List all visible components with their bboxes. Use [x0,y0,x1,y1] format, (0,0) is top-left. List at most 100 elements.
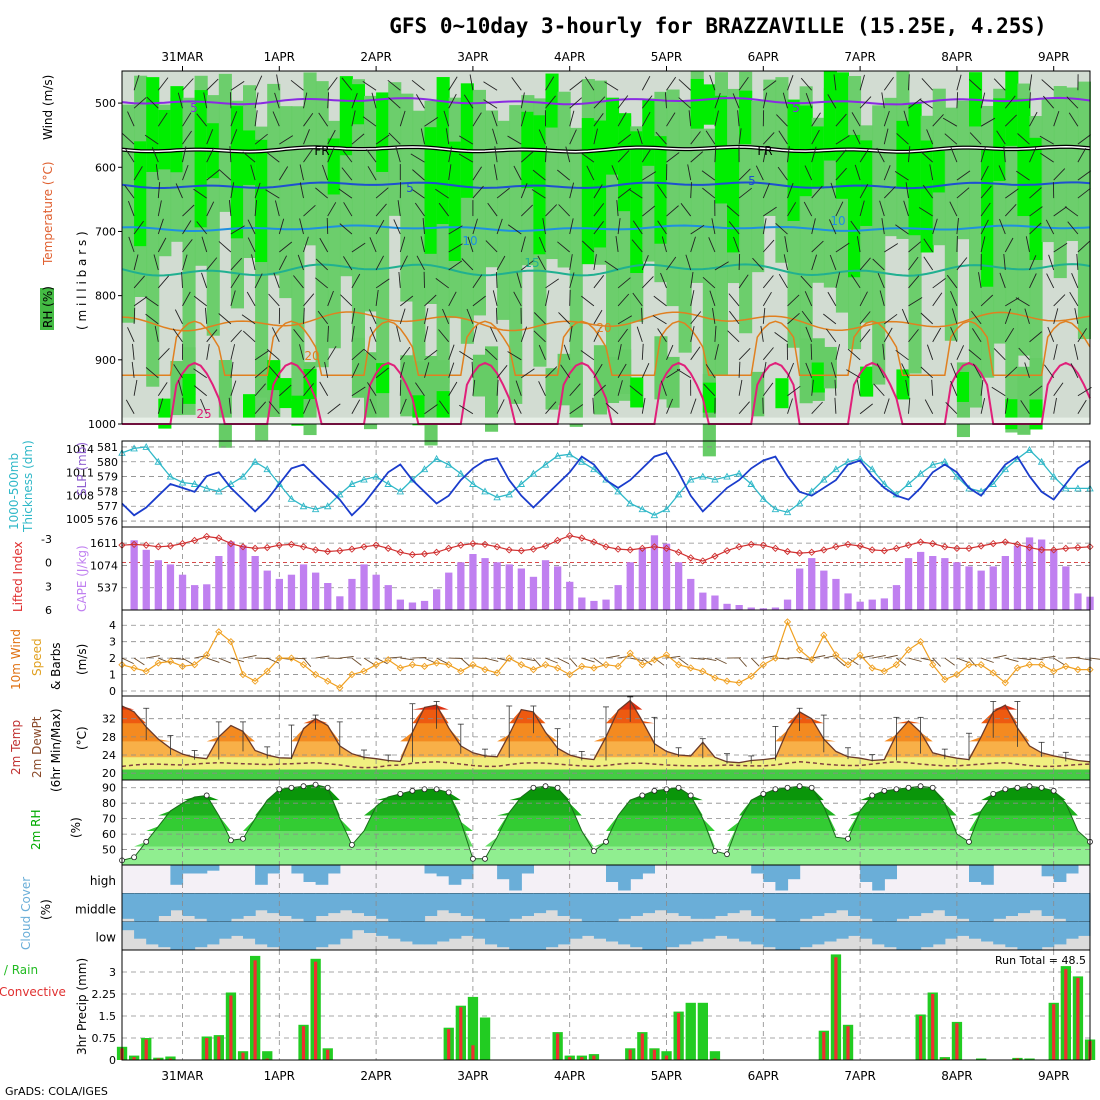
wind-barb [829,254,837,271]
rh-bright-patch [424,127,438,254]
wind-barb [999,218,1006,235]
wind-barb [1015,297,1030,307]
wind-barb [127,327,135,343]
wind-barb [1004,327,1015,343]
cape-bar [312,572,320,610]
wind-barb [738,187,752,199]
wind-barb [513,165,522,181]
cape-bar [759,608,767,610]
cloud-cell-low [376,921,389,936]
cloud-cell-low [158,921,171,948]
cloud-cell-low [618,921,631,945]
wind10-barb [303,657,312,667]
li-tick-label: 6 [45,604,52,617]
wind10-marker [674,661,683,669]
cloud-cell-middle [327,893,341,914]
cloud-level-high: high [90,874,116,888]
wind-barb [218,241,232,253]
wind-barb [701,170,716,181]
cape-bar [493,562,501,610]
cloud-cell-middle [969,893,982,922]
li-marker [553,536,562,545]
wind-barb [980,146,986,163]
wind-barb [1071,273,1079,289]
cloud-cell-middle [376,893,389,919]
wind10-marker [783,618,792,626]
wind-barb [593,275,605,289]
rh-bright-patch [630,131,644,274]
wind-barb [400,295,414,307]
wind-barb [178,380,183,396]
date-label-top: 5APR [651,50,682,64]
precip-conv-bar [834,957,838,1060]
wind-barb [1039,135,1054,145]
wind-barb [157,347,170,361]
wind-barb [956,235,958,253]
li-line [121,535,1091,562]
wind-barb [811,112,821,127]
date-labels-top: 31MAR 1APR 2APR 3APR 4APR 5APR 6APR 7APR 8APR 9AP… [161,50,1069,71]
wind-barb [804,165,813,181]
wind-barb [303,398,311,414]
cape-bar [481,558,489,610]
cloud-cell-low [291,921,305,950]
cloud-cell-middle [364,893,377,916]
wind-barb [424,349,438,361]
y-tick-label: 600 [95,161,116,174]
rh-marker [784,784,791,791]
wind-barb [375,278,390,289]
wind-barb [496,399,505,414]
wind-barb [666,112,676,127]
cloud-cell-low [448,921,462,939]
cape-bar [287,574,296,610]
cape-bar [154,560,162,610]
cloud-cell-low [860,921,873,939]
isotherm-label: 5 [406,181,414,195]
wind-barb [1029,187,1042,199]
wind-barb [420,236,425,253]
wind-barb [803,201,813,217]
cloud-cell-low [932,921,946,945]
thickness-marker [638,505,647,513]
wind-barb [278,166,289,181]
thickness-marker [1025,445,1034,453]
wind-barb [908,256,919,271]
wind-barb [458,153,474,163]
rh-marker [591,848,597,854]
cape-bar [614,585,622,610]
wind-barb [884,313,898,325]
wind-barb [805,326,813,343]
wind-barb [563,344,571,360]
wind10-marker [384,656,392,664]
cloud-cell-high [255,865,268,885]
wind10-barb [1029,657,1044,661]
wind-barb [956,218,959,235]
wind-barb [782,92,788,109]
wind10-barb [750,657,760,667]
wind-barb [1004,203,1017,217]
cloud-cell-low [884,921,897,948]
wind-barb [461,258,474,271]
cape-bar [820,570,828,610]
wind10-label-1: 10m Wind [9,629,23,690]
cape-bar [699,592,707,610]
wind10-barb [351,657,362,666]
cloud-cell-middle [811,893,825,916]
thickness-marker [469,480,477,487]
wind10-barb [315,655,330,659]
wind-barb [830,362,837,378]
isotherm-label: 5 [792,101,800,115]
wind-barb [557,241,570,253]
wind-barb [690,224,705,235]
wind-barb [593,96,606,109]
cape-bar [529,576,538,610]
wind-barb [641,343,644,360]
rh-bright-patch [823,71,837,161]
li-marker [566,532,574,540]
cloud-cell-middle [763,893,776,919]
wind-barb [859,329,871,343]
wind-barb [496,379,499,396]
wind-barb [1016,170,1030,181]
wind-barb [327,77,338,91]
rh-mid-patch [944,107,958,341]
